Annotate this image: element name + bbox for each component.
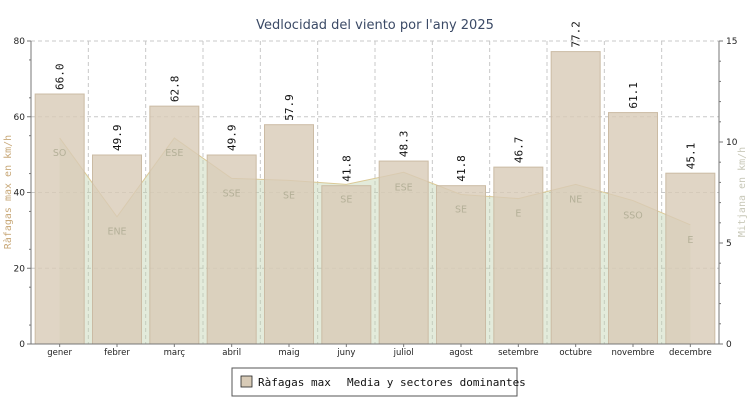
x-tick-label: gener xyxy=(47,348,72,358)
y-tick-label-right: 15 xyxy=(726,37,737,47)
chart-title: Vedlocidad del viento por l'any 2025 xyxy=(256,18,494,33)
y-axis-left-label: Ràfagas max en km/h xyxy=(2,135,14,249)
bar-value-label: 46.7 xyxy=(512,137,525,164)
legend-label-average: Media y sectores dominantes xyxy=(347,376,526,389)
bar-febrer xyxy=(92,154,142,345)
bar-value-label: 62.8 xyxy=(168,76,181,103)
y-axis-right-label: Mitjana en km/h xyxy=(737,147,748,237)
bar-gener xyxy=(34,93,85,345)
sector-label: SE xyxy=(340,194,352,205)
x-tick-label: març xyxy=(164,348,186,358)
y-tick-label-left: 20 xyxy=(14,264,26,274)
bar-setembre xyxy=(493,166,544,345)
bar-value-label: 49.9 xyxy=(111,125,124,152)
bar-value-label: 77.2 xyxy=(570,21,583,48)
y-tick-label-left: 80 xyxy=(14,37,26,47)
bar-decembre xyxy=(665,172,716,345)
legend: Ràfagas max Media y sectores dominantes xyxy=(231,367,526,397)
sector-label: SSE xyxy=(223,188,241,199)
bar-value-label: 49.9 xyxy=(226,125,239,152)
bar-novembre xyxy=(608,112,658,345)
x-tick-label: octubre xyxy=(559,348,592,358)
bar-juliol xyxy=(378,160,429,345)
y-tick-label-left: 60 xyxy=(14,113,26,123)
x-tick-label: juny xyxy=(336,348,355,358)
legend-swatch-max-gust xyxy=(240,375,253,388)
x-tick-label: novembre xyxy=(611,348,654,358)
legend-label-max-gust: Ràfagas max xyxy=(258,376,331,389)
sector-label: SO xyxy=(53,148,67,159)
x-tick-label: agost xyxy=(449,348,473,358)
bar-març xyxy=(149,105,200,345)
sector-label: E xyxy=(515,209,521,220)
y-tick-label-left: 0 xyxy=(19,340,25,350)
legend-box xyxy=(231,367,518,397)
sector-label: SE xyxy=(283,190,295,201)
bar-value-label: 41.8 xyxy=(455,155,468,182)
axes: 0 20 40 60 80 0 5 10 15 gener febrer març abril maig j… xyxy=(14,37,738,358)
x-tick-label: juliol xyxy=(393,348,414,358)
sector-label: SE xyxy=(455,205,467,216)
y-tick-label-right: 10 xyxy=(726,138,738,148)
bar-value-label: 48.3 xyxy=(398,131,411,158)
bar-value-label: 45.1 xyxy=(684,143,697,170)
y-tick-label-left: 40 xyxy=(14,189,26,199)
sector-label: E xyxy=(687,235,693,246)
x-tick-label: maig xyxy=(278,348,299,358)
bar-value-label: 57.9 xyxy=(283,94,296,121)
y-tick-label-right: 0 xyxy=(726,340,732,350)
grid xyxy=(31,40,719,344)
sector-label: SSO xyxy=(623,211,643,222)
y-tick-label-right: 5 xyxy=(726,239,732,249)
bar-value-labels: 66.0 49.9 62.8 49.9 57.9 41.8 48.3 41.8 46.7 77.2… xyxy=(54,21,698,182)
x-tick-label: abril xyxy=(222,348,241,358)
x-tick-label: decembre xyxy=(669,348,712,358)
x-tick-label: setembre xyxy=(498,348,538,358)
bar-value-label: 66.0 xyxy=(54,64,67,91)
max-gust-bars xyxy=(34,51,716,345)
bar-abril xyxy=(206,154,257,345)
bar-maig xyxy=(264,124,314,345)
bar-value-label: 61.1 xyxy=(627,82,640,109)
sector-label: ESE xyxy=(395,182,413,193)
sector-label: ESE xyxy=(165,148,183,159)
sector-label: NE xyxy=(569,194,582,205)
sector-label: ENE xyxy=(107,227,126,238)
bar-value-label: 41.8 xyxy=(340,155,353,182)
bar-octubre xyxy=(550,51,601,345)
bar-juny xyxy=(321,185,372,345)
x-tick-label: febrer xyxy=(104,348,130,358)
